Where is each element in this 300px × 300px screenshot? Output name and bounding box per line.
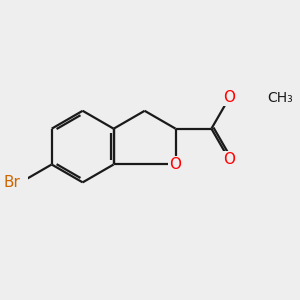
- Text: O: O: [223, 152, 235, 167]
- Text: O: O: [169, 157, 181, 172]
- Text: Br: Br: [4, 175, 21, 190]
- Text: CH₃: CH₃: [267, 91, 292, 105]
- Text: O: O: [223, 90, 235, 105]
